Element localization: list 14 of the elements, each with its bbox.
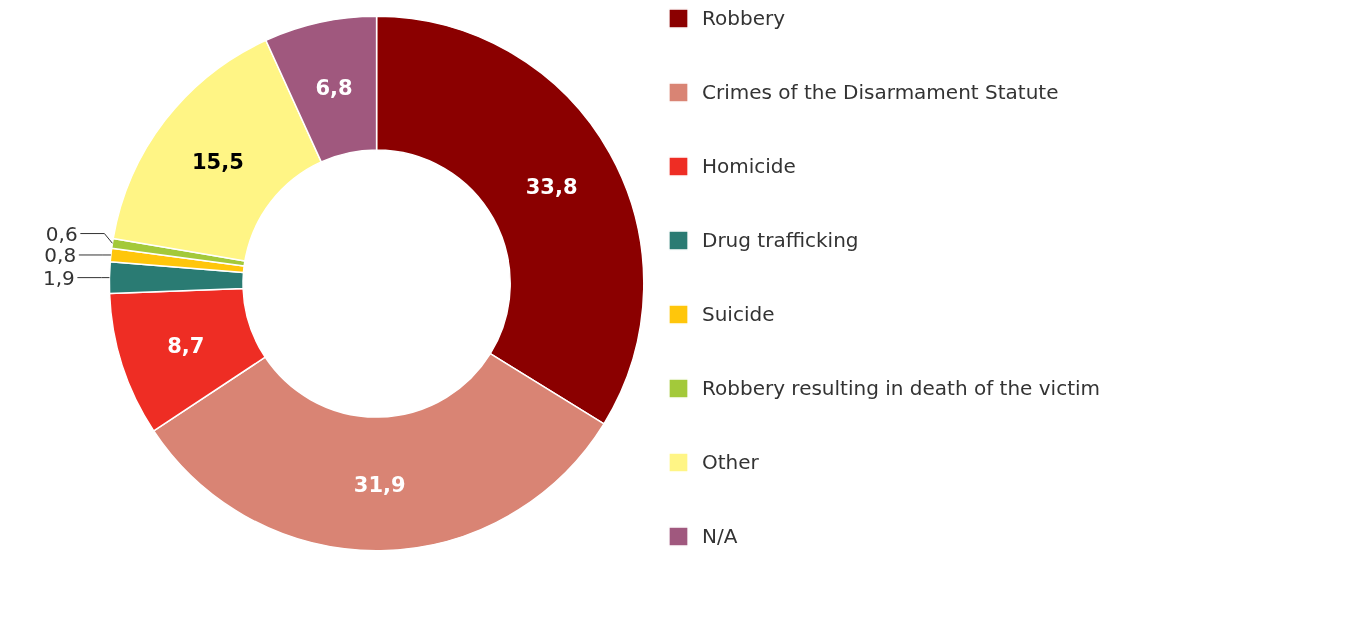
legend-label: N/A: [702, 524, 738, 548]
legend-label: Crimes of the Disarmament Statute: [702, 80, 1059, 104]
data-label: 6,8: [315, 76, 353, 101]
legend-label: Suicide: [702, 302, 775, 326]
legend-label: Drug trafficking: [702, 228, 859, 252]
data-label: 1,9: [42, 265, 75, 290]
legend-label: Robbery resulting in death of the victim: [702, 376, 1101, 400]
legend-label: Other: [702, 450, 759, 474]
legend-label: Homicide: [702, 154, 796, 178]
data-label: 8,7: [167, 333, 205, 358]
data-label: 33,8: [525, 174, 578, 199]
legend-label: Robbery: [702, 6, 785, 30]
data-label: 31,9: [353, 473, 406, 498]
data-label: 15,5: [191, 149, 244, 174]
